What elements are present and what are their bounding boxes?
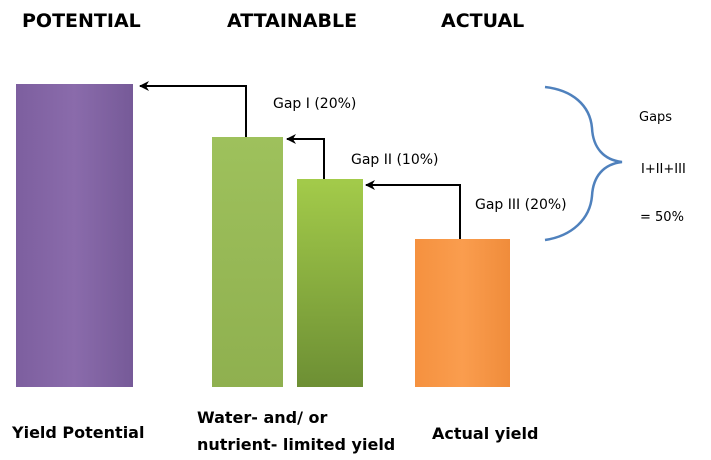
gap1-label: Gap I (20%) <box>273 96 356 112</box>
heading-actual: ACTUAL <box>441 10 524 32</box>
bar-yield-potential <box>16 84 133 387</box>
label-yield-potential: Yield Potential <box>11 423 144 442</box>
heading-potential: POTENTIAL <box>22 10 141 32</box>
bar-attainable-1 <box>212 137 283 387</box>
label-attainable-line2: nutrient- limited yield <box>197 435 395 454</box>
label-attainable-line1: Water- and/ or <box>197 408 328 427</box>
gap2-arrow <box>286 134 325 179</box>
bar-attainable-2 <box>297 179 363 387</box>
summary-formula: I+II+III <box>641 162 686 177</box>
gap2-label: Gap II (10%) <box>351 152 439 168</box>
gap1-arrow <box>139 81 247 137</box>
summary-total: = 50% <box>640 210 684 225</box>
gap3-label: Gap III (20%) <box>475 197 567 213</box>
bar-actual-yield <box>415 239 510 387</box>
gaps-brace <box>544 85 623 242</box>
summary-title: Gaps <box>639 110 672 125</box>
gap3-arrow <box>365 180 461 239</box>
heading-attainable: ATTAINABLE <box>227 10 357 32</box>
label-actual-yield: Actual yield <box>432 424 538 443</box>
